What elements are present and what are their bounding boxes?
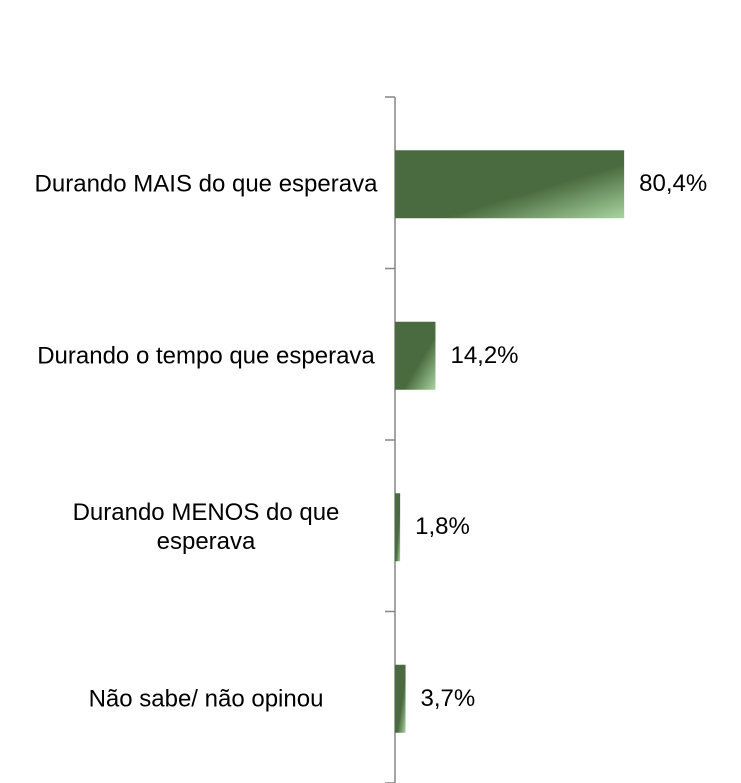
value-label: 80,4% [639, 170, 708, 198]
bar [395, 493, 401, 562]
value-label: 3,7% [420, 684, 476, 712]
bar [395, 150, 625, 219]
bar [395, 321, 436, 390]
bar [395, 664, 406, 733]
category-label: Durando MAIS do que esperava [34, 170, 378, 198]
category-label: Não sabe/ não opinou [88, 685, 324, 713]
category-label: Durando MENOS do que esperava [72, 499, 340, 556]
category-label: Durando o tempo que esperava [37, 342, 375, 370]
value-label: 1,8% [415, 513, 470, 541]
value-label: 14,2% [450, 341, 519, 369]
